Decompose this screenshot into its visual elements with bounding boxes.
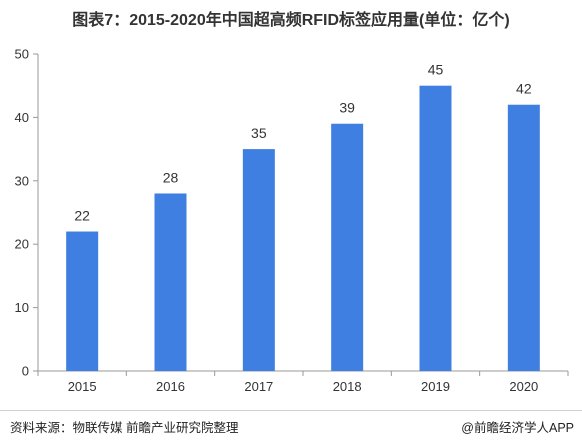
y-tick-label: 40 — [15, 110, 29, 125]
data-label-2019: 45 — [428, 62, 444, 78]
x-tick-label-2018: 2018 — [333, 379, 362, 394]
y-tick-label: 50 — [15, 47, 29, 62]
data-label-2017: 35 — [251, 125, 267, 141]
y-tick-label: 20 — [15, 237, 29, 252]
data-label-2018: 39 — [339, 100, 355, 116]
bar-2019 — [419, 85, 452, 371]
y-tick-label: 30 — [15, 173, 29, 188]
x-tick-label-2015: 2015 — [68, 379, 97, 394]
chart-title: 图表7：2015-2020年中国超高频RFID标签应用量(单位：亿个) — [72, 12, 510, 29]
y-tick-label: 0 — [22, 364, 29, 379]
bar-2016 — [154, 193, 187, 371]
bar-2018 — [331, 123, 364, 372]
data-label-2016: 28 — [163, 169, 179, 185]
bar-2015 — [66, 231, 99, 371]
source-note: 资料来源：物联传媒 前瞻产业研究院整理 — [10, 421, 239, 435]
data-label-2020: 42 — [516, 81, 532, 97]
x-tick-label-2019: 2019 — [421, 379, 450, 394]
bar-2017 — [242, 149, 275, 371]
x-tick-label-2017: 2017 — [244, 379, 273, 394]
brand-credit: @前瞻经济学人APP — [461, 421, 574, 435]
x-tick-label-2020: 2020 — [509, 379, 538, 394]
bar-2020 — [507, 104, 540, 371]
x-tick-label-2016: 2016 — [156, 379, 185, 394]
data-label-2015: 22 — [74, 208, 90, 224]
footer-divider — [0, 410, 582, 411]
bar-chart: 0 10 20 30 40 50 22 2015 28 2016 35 2017 39 2018 45 201… — [15, 47, 569, 394]
y-tick-label: 10 — [15, 300, 29, 315]
